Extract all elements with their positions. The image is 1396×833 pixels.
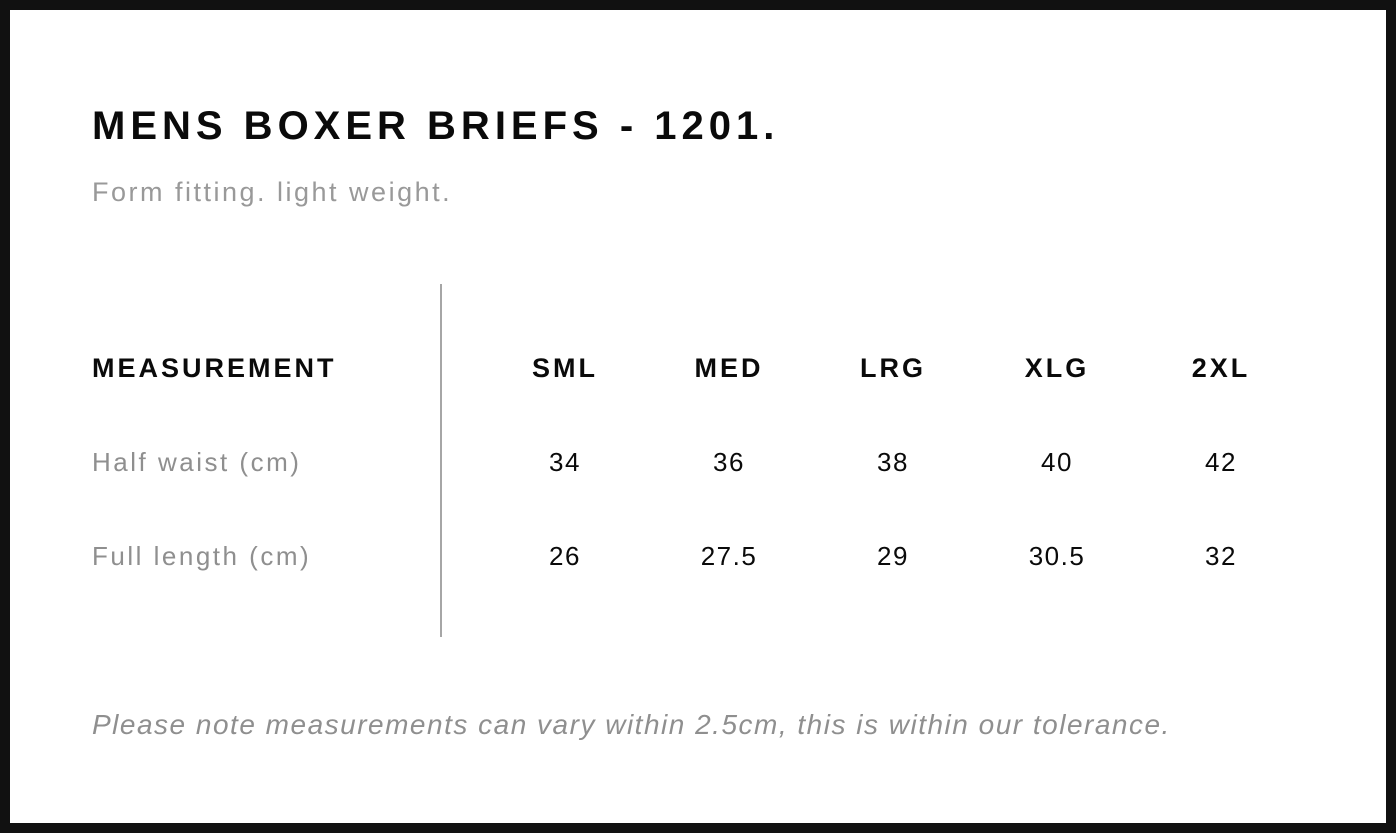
size-header-xlg: XLG <box>1024 352 1090 383</box>
size-header-2xl: 2XL <box>1191 352 1251 383</box>
measurement-column-header: MEASUREMENT <box>92 352 337 383</box>
full-length-lrg-value: 29 <box>877 540 909 571</box>
tolerance-note: Please note measurements can vary within… <box>92 709 1171 740</box>
half-waist-lrg-value: 38 <box>877 446 909 477</box>
row-values-group: 34 36 38 40 42 <box>440 447 1303 478</box>
page-subtitle: Form fitting. light weight. <box>92 177 453 207</box>
full-length-med-value: 27.5 <box>700 540 758 571</box>
size-header-med: MED <box>694 352 764 383</box>
table-row-half-waist: Half waist (cm) 34 36 38 40 42 <box>92 415 1304 509</box>
full-length-xlg-value: 30.5 <box>1028 540 1086 571</box>
page-title: MENS BOXER BRIEFS - 1201. <box>92 104 780 148</box>
half-waist-xlg-value: 40 <box>1041 446 1073 477</box>
row-label-full-length: Full length (cm) <box>92 540 312 571</box>
size-header-lrg: LRG <box>860 352 926 383</box>
size-headers-group: SML MED LRG XLG 2XL <box>440 353 1303 384</box>
full-length-sml-value: 26 <box>549 540 581 571</box>
size-header-sml: SML <box>532 352 598 383</box>
half-waist-2xl-value: 42 <box>1205 446 1237 477</box>
table-row-full-length: Full length (cm) 26 27.5 29 30.5 32 <box>92 509 1304 603</box>
row-label-half-waist: Half waist (cm) <box>92 446 302 477</box>
table-column-divider <box>440 284 442 637</box>
full-length-2xl-value: 32 <box>1205 540 1237 571</box>
half-waist-med-value: 36 <box>713 446 745 477</box>
table-header-row: MEASUREMENT SML MED LRG XLG 2XL <box>92 321 1304 415</box>
size-chart-table: MEASUREMENT SML MED LRG XLG 2XL Half wai… <box>92 284 1304 637</box>
half-waist-sml-value: 34 <box>549 446 581 477</box>
row-values-group: 26 27.5 29 30.5 32 <box>440 541 1303 572</box>
